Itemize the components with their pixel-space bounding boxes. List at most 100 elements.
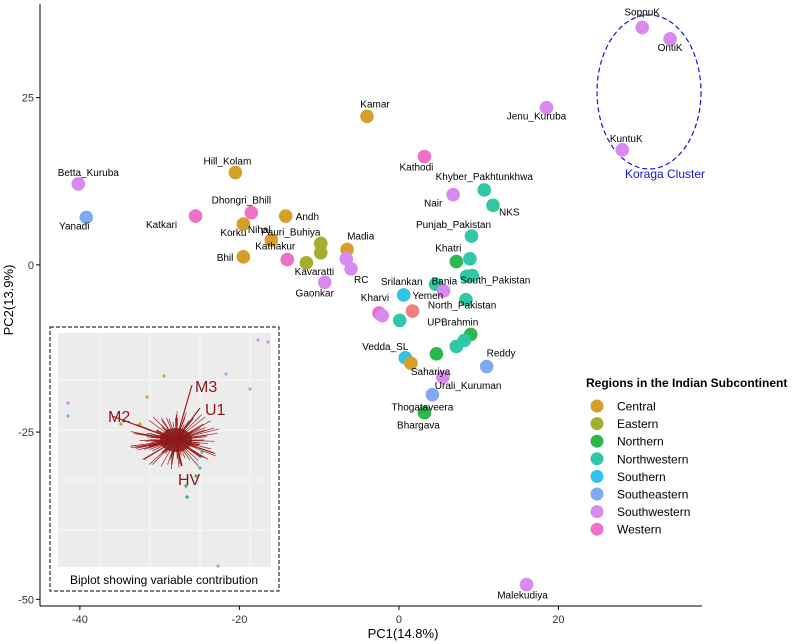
scatter-point [459, 292, 473, 307]
scatter-point [615, 143, 630, 157]
scatter-point [228, 165, 243, 180]
point-label: Yemen [412, 291, 443, 302]
point-label: Bania [432, 276, 458, 287]
legend-swatch [590, 505, 604, 519]
y-ticks: -50 -25 0 25 [18, 93, 40, 606]
point-label: Dhongri_Bhill [212, 196, 271, 207]
scatter-point [425, 387, 440, 402]
scatter-point [449, 339, 464, 354]
legend-entry: Southwestern [617, 505, 690, 519]
point-label: Betta_Kuruba [58, 168, 120, 179]
y-tick-label: 25 [22, 93, 34, 105]
point-label: Hill_Kolam [204, 157, 252, 168]
scatter-point [539, 100, 554, 115]
point-label: Sahariya [411, 367, 451, 378]
point-labels-layer: SoppuK OntiK KuntuK Jenu_Kuruba Kamar Kathodi… [58, 7, 683, 601]
point-label: South_Pakistan [460, 276, 530, 287]
inset-vector-label-m2: M2 [108, 409, 130, 426]
scatter-point [188, 209, 203, 223]
inset-sample-points [66, 338, 270, 568]
point-label: Khatri [435, 244, 461, 255]
legend-title: Regions in the Indian Subcontinent [586, 376, 787, 390]
point-label: UPBrahmin [427, 317, 478, 328]
inset-dot [200, 450, 204, 454]
legend-swatch [590, 469, 604, 483]
legend-entry: Southeastern [617, 488, 688, 502]
legend-swatch [590, 417, 604, 431]
point-label: Reddy [487, 349, 516, 360]
scatter-point [635, 20, 649, 35]
scatter-point [663, 31, 677, 46]
point-label: Nihal [248, 225, 271, 236]
inset-caption: Biplot showing variable contribution [70, 573, 258, 587]
inset-biplot: M3 U1 M2 HV Biplot showing variable cont… [49, 326, 280, 592]
point-label: Korku [220, 228, 246, 239]
scatter-point [278, 209, 293, 223]
inset-dot [119, 422, 123, 426]
point-label: Punjab_Pakistan [416, 220, 491, 231]
point-label: Andh [296, 212, 319, 223]
inset-vector-label-hv: HV [178, 472, 201, 489]
point-label: Srilankan [381, 277, 423, 288]
legend-swatch [590, 434, 604, 448]
inset-dot [248, 387, 252, 391]
scatter-point [446, 187, 460, 202]
inset-dot [256, 338, 260, 342]
legend-swatch [590, 452, 604, 466]
plot-frame [39, 4, 702, 607]
inset-dot [66, 414, 70, 418]
scatter-point [360, 109, 374, 124]
inset-dot [198, 466, 202, 470]
scatter-point [486, 198, 500, 213]
legend-items: Central Eastern Northern Northwestern Southe… [590, 399, 690, 537]
scatter-point [404, 356, 418, 370]
scatter-point [313, 236, 328, 251]
scatter-point [449, 254, 464, 269]
point-label: Kharvi [361, 293, 389, 304]
legend-entry: Eastern [617, 417, 658, 431]
point-label: Khyber_Pakhtunkhwa [436, 172, 534, 183]
scatter-point [463, 252, 477, 266]
scatter-point [375, 308, 389, 323]
inset-dot [184, 484, 188, 488]
scatter-point [392, 313, 407, 328]
inset-vector-label-m3: M3 [195, 379, 217, 396]
legend-swatch [590, 487, 604, 501]
scatter-point [317, 275, 332, 290]
inset-dot [216, 564, 220, 568]
point-label: North_Pakistan [428, 301, 496, 312]
y-tick-label: -50 [18, 594, 34, 606]
scatter-point [236, 217, 251, 231]
scatter-point [417, 149, 432, 164]
x-tick-label: 0 [396, 614, 402, 626]
y-tick-label: 0 [28, 260, 34, 272]
y-tick-label: -25 [18, 427, 34, 439]
inset-vector-label-u1: U1 [205, 402, 226, 419]
scatter-point [79, 210, 94, 225]
scatter-point [280, 252, 295, 267]
scatter-point [244, 205, 259, 220]
point-label: Kathakur [255, 242, 296, 253]
point-label: Pauri_Buhiya [261, 227, 321, 238]
point-label: Yanadi [59, 221, 89, 232]
inset-dot [138, 422, 142, 426]
point-label: Madia [347, 231, 375, 242]
point-label: Gaonkar [296, 288, 335, 299]
scatter-point [435, 370, 450, 385]
scatter-point [405, 304, 420, 318]
scatter-point [429, 347, 444, 361]
x-tick-label: -20 [231, 614, 247, 626]
point-label: Katkari [146, 220, 177, 231]
legend-entry: Northwestern [617, 452, 688, 466]
scatter-point [464, 229, 479, 243]
scatter-point [459, 269, 474, 284]
inset-dot [66, 401, 70, 405]
inset-vector-core [160, 428, 192, 452]
inset-variable-vectors [111, 384, 220, 470]
scatter-point [299, 256, 314, 270]
legend-swatch [590, 399, 604, 413]
scatter-point [264, 233, 279, 247]
point-label: Kamar [360, 99, 390, 110]
legend-swatch [590, 522, 604, 536]
